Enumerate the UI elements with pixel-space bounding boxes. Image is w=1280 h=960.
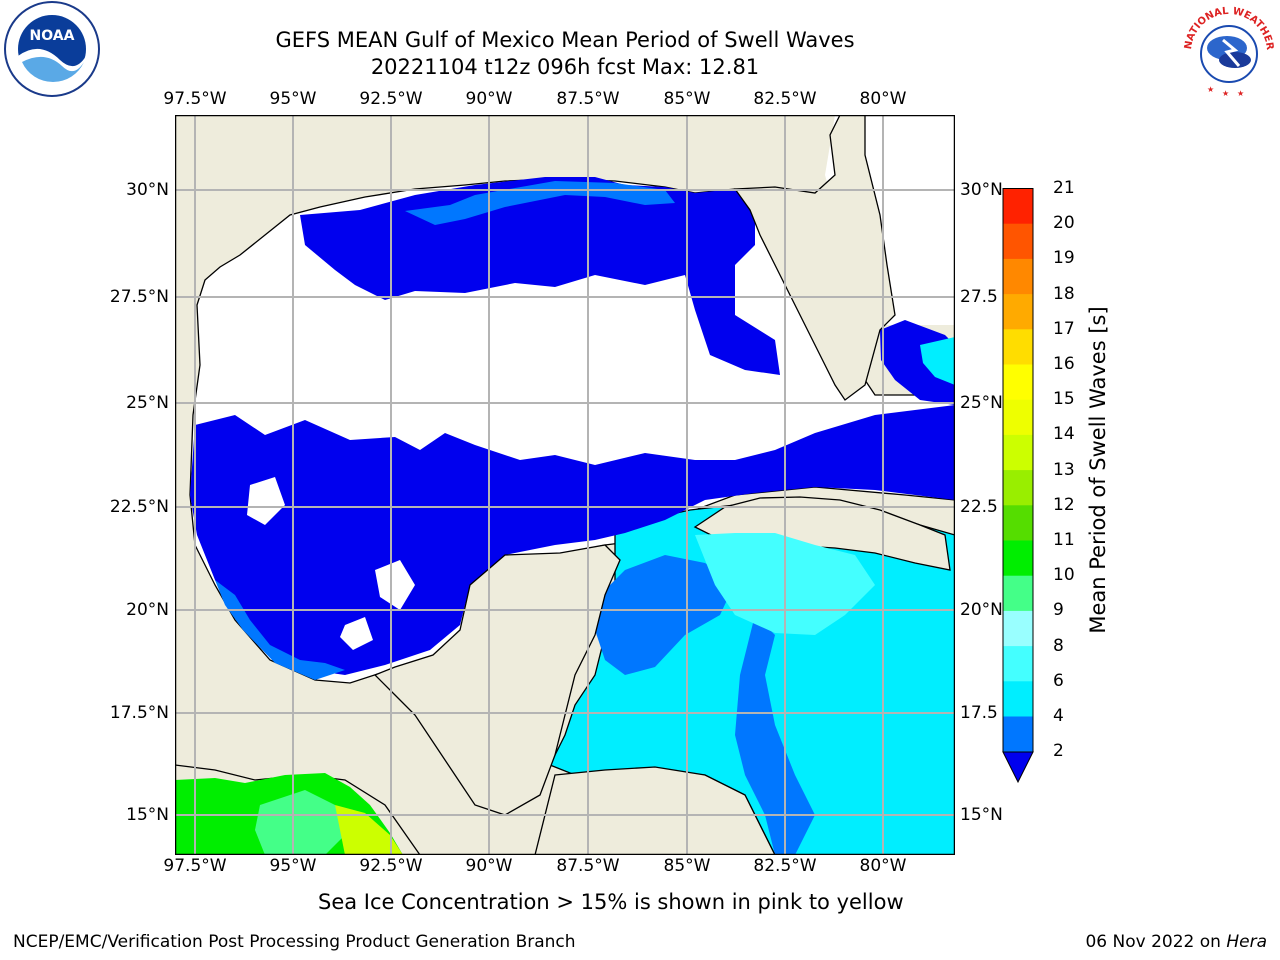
lon-label-top: 82.5°W bbox=[753, 89, 817, 109]
swell-west-shoreband bbox=[215, 580, 345, 680]
lat-label-left: 27.5°N bbox=[109, 287, 169, 307]
lon-label-top: 97.5°W bbox=[163, 89, 227, 109]
colorbar-segment bbox=[1003, 645, 1033, 682]
colorbar-segment bbox=[1003, 540, 1033, 576]
lon-label-bottom: 92.5°W bbox=[359, 856, 423, 876]
lat-label-left: 20°N bbox=[126, 600, 169, 620]
colorbar-tick-label: 9 bbox=[1053, 600, 1064, 621]
colorbar-segment bbox=[1003, 716, 1033, 752]
colorbar-tick-label: 12 bbox=[1053, 494, 1075, 515]
colorbar-tick-label: 4 bbox=[1053, 706, 1064, 726]
sea-ice-note: Sea Ice Concentration > 15% is shown in … bbox=[318, 890, 904, 914]
colorbar-tick-label: 20 bbox=[1053, 213, 1075, 234]
colorbar-segment bbox=[1003, 610, 1033, 647]
lon-label-top: 92.5°W bbox=[359, 89, 423, 109]
colorbar-segment bbox=[1003, 434, 1033, 471]
colorbar-segment bbox=[1003, 223, 1033, 259]
lon-label-bottom: 95°W bbox=[269, 856, 317, 876]
swell-bahamas bbox=[880, 320, 955, 405]
title-line-2: 20221104 t12z 096h fcst Max: 12.81 bbox=[370, 55, 760, 79]
lat-label-right: 27.5 bbox=[960, 287, 998, 307]
colorbar-segment bbox=[1003, 188, 1033, 224]
svg-text:★: ★ bbox=[1237, 89, 1244, 98]
lon-label-top: 80°W bbox=[859, 89, 907, 109]
lat-label-right: 15°N bbox=[960, 805, 1003, 825]
lon-label-top: 95°W bbox=[269, 89, 317, 109]
lat-label-right: 22.5 bbox=[960, 497, 998, 517]
colorbar-tick-label: 14 bbox=[1053, 424, 1075, 445]
colorbar-tick-label: 15 bbox=[1053, 389, 1075, 410]
colorbar-segment bbox=[1003, 680, 1033, 717]
lat-label-right: 30°N bbox=[960, 180, 1003, 200]
graticule bbox=[175, 115, 955, 855]
footer-host: Hera bbox=[1226, 932, 1267, 952]
noaa-logo: NOAA bbox=[0, 0, 105, 100]
footer-timestamp: 06 Nov 2022 on Hera bbox=[1085, 932, 1267, 952]
colorbar-segment bbox=[1003, 258, 1033, 295]
swell-caribbean-mid bbox=[595, 555, 815, 855]
swell-north-shoreband bbox=[405, 181, 675, 225]
pacific-swell-yellowgreen bbox=[335, 805, 403, 855]
colorbar-tick-label: 8 bbox=[1053, 635, 1064, 656]
map-frame bbox=[175, 115, 955, 855]
lon-label-bottom: 90°W bbox=[465, 856, 513, 876]
lat-label-left: 25°N bbox=[126, 393, 169, 413]
colorbar-under-triangle bbox=[1002, 751, 1034, 784]
yucatan-land bbox=[373, 544, 621, 816]
lat-label-left: 15°N bbox=[126, 805, 169, 825]
colorbar-segment bbox=[1003, 504, 1033, 541]
colorbar-tick-label: 21 bbox=[1053, 178, 1075, 198]
colorbar bbox=[1002, 188, 1034, 784]
lon-label-top: 85°W bbox=[663, 89, 711, 109]
colorbar-tick-label: 10 bbox=[1053, 565, 1075, 586]
lat-label-right: 20°N bbox=[960, 600, 1003, 620]
pacific-swell-lightgreen bbox=[255, 790, 345, 855]
swell-north bbox=[300, 177, 780, 375]
lon-label-bottom: 87.5°W bbox=[556, 856, 620, 876]
svg-text:★: ★ bbox=[1207, 85, 1214, 94]
lat-label-right: 25°N bbox=[960, 393, 1003, 413]
title-line-1: GEFS MEAN Gulf of Mexico Mean Period of … bbox=[275, 28, 855, 52]
swell-bahamas-light bbox=[920, 337, 955, 385]
lat-label-right: 17.5 bbox=[960, 703, 998, 723]
lon-label-bottom: 80°W bbox=[859, 856, 907, 876]
swell-central-holes bbox=[247, 477, 415, 650]
lon-label-top: 90°W bbox=[465, 89, 513, 109]
colorbar-segment bbox=[1003, 328, 1033, 365]
colorbar-tick-label: 2 bbox=[1053, 741, 1064, 762]
colorbar-segment bbox=[1003, 293, 1033, 330]
colorbar-segment bbox=[1003, 469, 1033, 506]
lat-label-left: 17.5°N bbox=[109, 703, 169, 723]
svg-text:★: ★ bbox=[1222, 89, 1229, 98]
colorbar-segment bbox=[1003, 364, 1033, 400]
lon-label-bottom: 97.5°W bbox=[163, 856, 227, 876]
colorbar-tick-label: 13 bbox=[1053, 459, 1075, 480]
colorbar-tick-label: 6 bbox=[1053, 670, 1064, 691]
footer-credit: NCEP/EMC/Verification Post Processing Pr… bbox=[13, 932, 576, 952]
colorbar-tick-label: 11 bbox=[1053, 530, 1075, 550]
lon-label-bottom: 82.5°W bbox=[753, 856, 817, 876]
nws-logo: NATIONAL WEATHER SERVICE ★★★ bbox=[1173, 0, 1280, 100]
map-panel bbox=[175, 115, 955, 855]
swell-central bbox=[190, 405, 955, 675]
lon-label-bottom: 85°W bbox=[663, 856, 711, 876]
colorbar-segment bbox=[1003, 575, 1033, 611]
colorbar-frame bbox=[1002, 188, 1034, 753]
footer-date: 06 Nov 2022 on bbox=[1085, 932, 1221, 952]
lon-label-top: 87.5°W bbox=[556, 89, 620, 109]
lat-label-left: 22.5°N bbox=[109, 497, 169, 517]
colorbar-tick-label: 17 bbox=[1053, 318, 1075, 339]
lat-label-left: 30°N bbox=[126, 180, 169, 200]
colorbar-tick-label: 18 bbox=[1053, 283, 1075, 304]
colorbar-label: Mean Period of Swell Waves [s] bbox=[1086, 306, 1110, 634]
florida-land bbox=[733, 115, 896, 401]
svg-text:NOAA: NOAA bbox=[30, 28, 75, 44]
colorbar-tick-label: 19 bbox=[1053, 248, 1075, 269]
colorbar-segment bbox=[1003, 399, 1033, 435]
colorbar-tick-label: 16 bbox=[1053, 354, 1075, 374]
